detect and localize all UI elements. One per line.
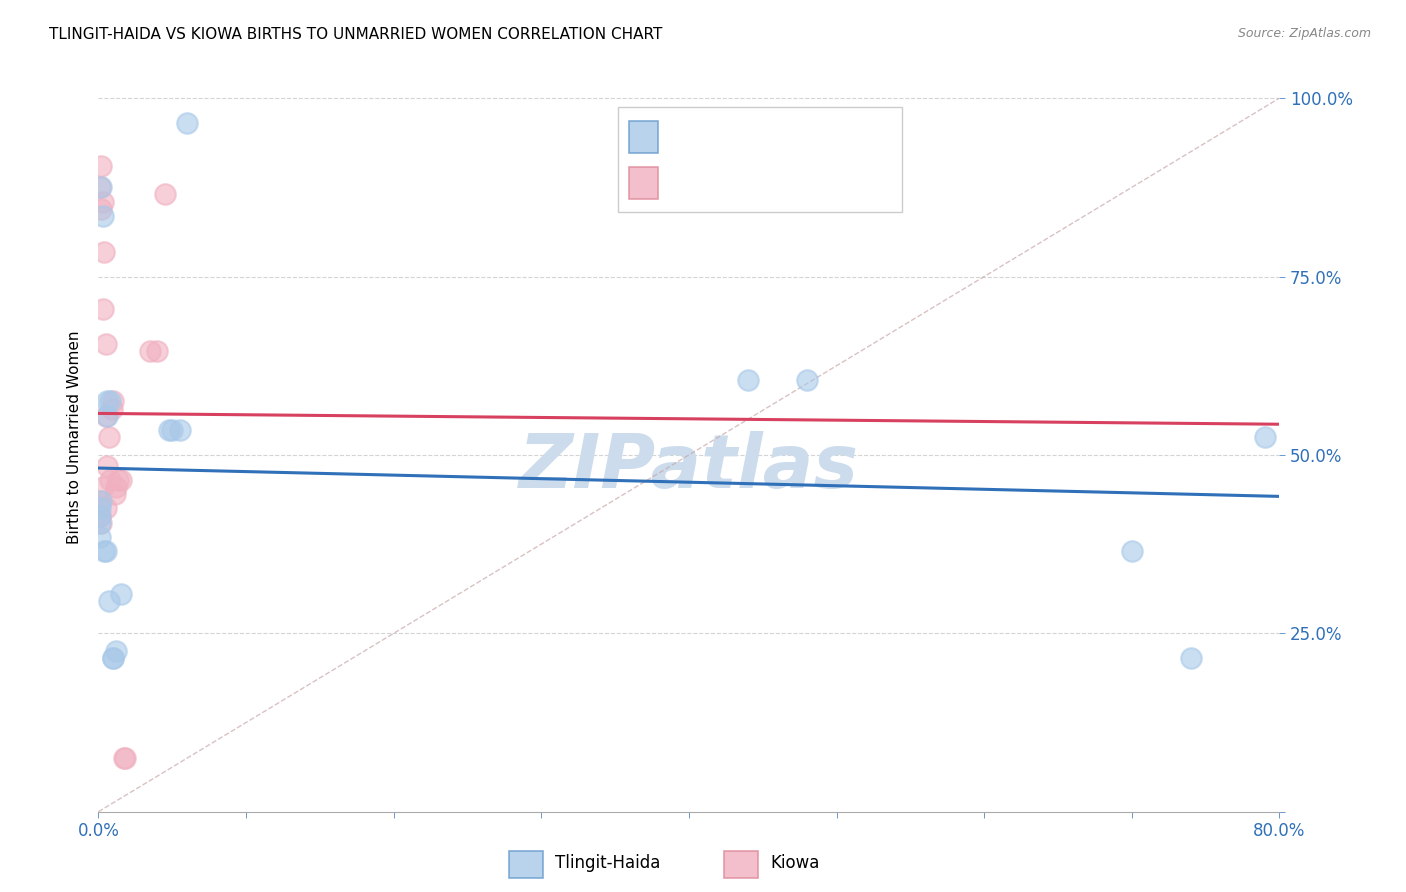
Bar xyxy=(630,167,658,199)
Point xyxy=(169,423,191,437)
Text: TLINGIT-HAIDA VS KIOWA BIRTHS TO UNMARRIED WOMEN CORRELATION CHART: TLINGIT-HAIDA VS KIOWA BIRTHS TO UNMARRI… xyxy=(49,27,662,42)
Point xyxy=(94,337,117,351)
Point xyxy=(90,202,112,216)
Bar xyxy=(509,851,543,878)
Point xyxy=(103,394,125,409)
Point xyxy=(157,423,180,437)
Point xyxy=(1254,430,1277,444)
Point xyxy=(107,473,129,487)
Point xyxy=(98,394,121,409)
Point xyxy=(162,423,183,437)
Point xyxy=(98,473,121,487)
Point xyxy=(105,480,128,494)
Point xyxy=(153,187,176,202)
Text: R = 0.209   N = 26: R = 0.209 N = 26 xyxy=(669,128,869,146)
Point xyxy=(94,409,117,423)
Point xyxy=(89,494,111,508)
Point xyxy=(110,587,132,601)
Point xyxy=(100,401,122,416)
Point xyxy=(110,473,132,487)
Point xyxy=(1121,544,1143,558)
Point xyxy=(139,344,162,359)
Point xyxy=(94,544,117,558)
Bar xyxy=(630,121,658,153)
Point xyxy=(146,344,169,359)
Point xyxy=(97,594,120,608)
Point xyxy=(96,458,118,473)
Text: Tlingit-Haida: Tlingit-Haida xyxy=(555,854,661,872)
Point xyxy=(91,480,114,494)
Point xyxy=(796,373,818,387)
Bar xyxy=(724,851,758,878)
Point xyxy=(104,487,127,501)
Point xyxy=(1180,651,1202,665)
Point xyxy=(91,194,114,209)
FancyBboxPatch shape xyxy=(619,107,901,212)
Point xyxy=(89,530,111,544)
Point xyxy=(103,651,125,665)
Point xyxy=(89,501,111,516)
Point xyxy=(96,409,118,423)
Point xyxy=(89,180,111,194)
Point xyxy=(105,644,128,658)
Point xyxy=(90,159,112,173)
Point xyxy=(90,180,112,194)
Point xyxy=(112,751,135,765)
Point xyxy=(93,544,115,558)
Point xyxy=(96,394,118,409)
Point xyxy=(97,430,120,444)
Text: Source: ZipAtlas.com: Source: ZipAtlas.com xyxy=(1237,27,1371,40)
Point xyxy=(114,751,136,765)
Point xyxy=(176,116,198,130)
Point xyxy=(90,494,112,508)
Y-axis label: Births to Unmarried Women: Births to Unmarried Women xyxy=(66,330,82,544)
Point xyxy=(91,301,114,316)
Point xyxy=(94,501,117,516)
Text: R = 0.269   N = 27: R = 0.269 N = 27 xyxy=(669,173,869,193)
Text: ZIPatlas: ZIPatlas xyxy=(519,431,859,504)
Point xyxy=(90,516,112,530)
Text: Kiowa: Kiowa xyxy=(770,854,820,872)
Point xyxy=(89,516,111,530)
Point xyxy=(91,209,114,223)
Point xyxy=(103,651,125,665)
Point xyxy=(89,508,111,523)
Point xyxy=(89,508,111,523)
Point xyxy=(737,373,759,387)
Point xyxy=(93,244,115,259)
